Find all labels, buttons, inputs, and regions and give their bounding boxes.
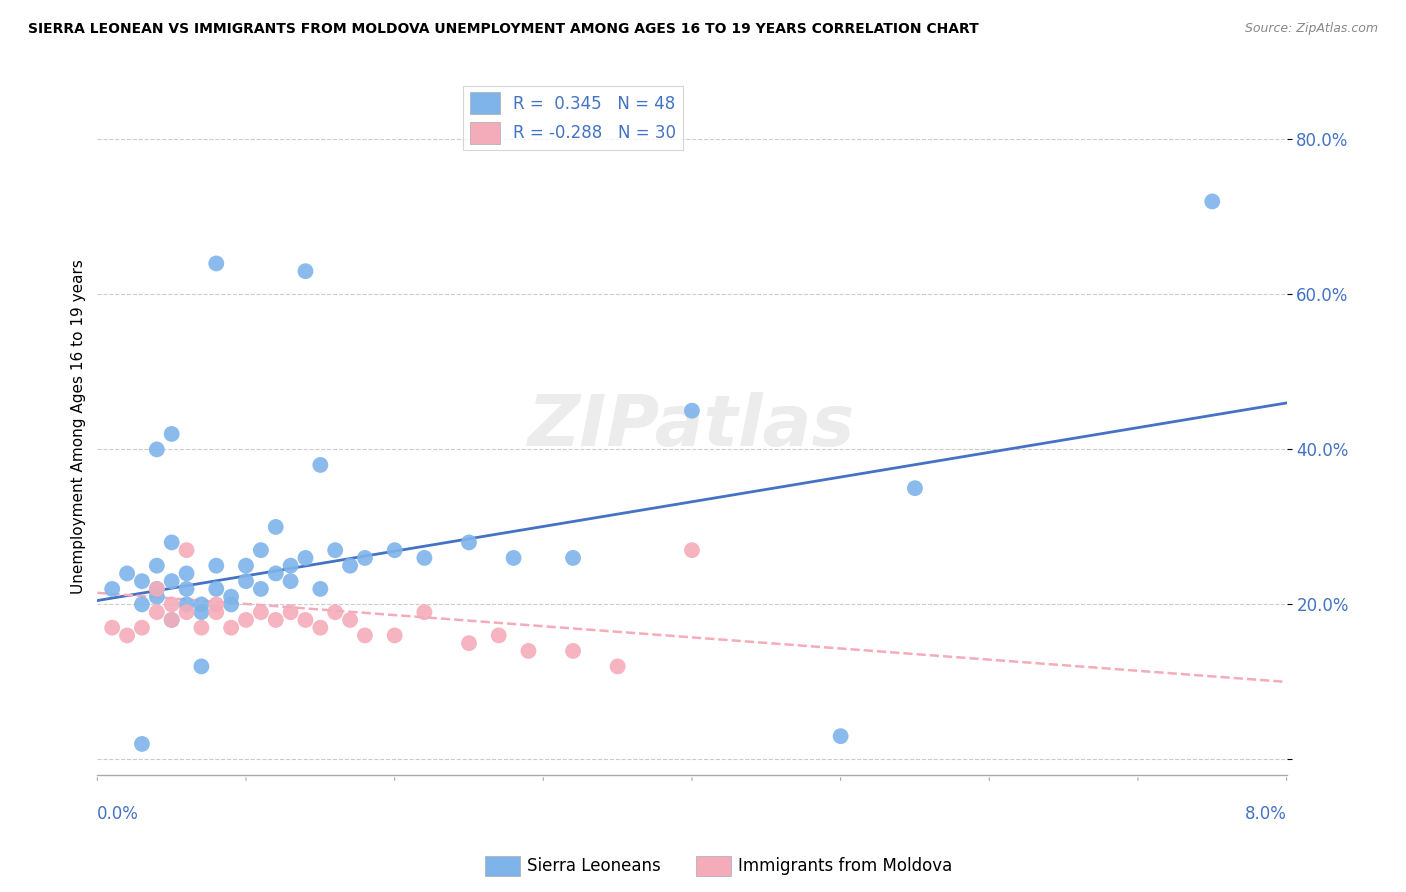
Point xyxy=(250,582,273,596)
Point xyxy=(606,659,628,673)
Point xyxy=(354,550,377,565)
Point xyxy=(1201,194,1223,209)
Point xyxy=(190,659,212,673)
Point xyxy=(219,598,242,612)
Point xyxy=(176,605,198,619)
Point xyxy=(219,590,242,604)
Point xyxy=(250,543,273,558)
Text: ZIPatlas: ZIPatlas xyxy=(529,392,856,460)
Text: Sierra Leoneans: Sierra Leoneans xyxy=(527,857,661,875)
Point xyxy=(384,543,406,558)
Point xyxy=(146,442,169,457)
Point xyxy=(176,543,198,558)
Point xyxy=(904,481,927,495)
Text: Immigrants from Moldova: Immigrants from Moldova xyxy=(738,857,952,875)
Point xyxy=(131,598,153,612)
Point xyxy=(502,550,524,565)
Point xyxy=(190,605,212,619)
Point xyxy=(235,574,257,589)
Point xyxy=(309,458,332,472)
Point xyxy=(681,403,703,417)
Point xyxy=(280,574,302,589)
Point xyxy=(830,729,852,743)
Point xyxy=(309,582,332,596)
Point xyxy=(146,582,169,596)
Point xyxy=(205,558,228,573)
Point xyxy=(354,628,377,642)
Point xyxy=(517,644,540,658)
Text: 8.0%: 8.0% xyxy=(1244,805,1286,823)
Point xyxy=(280,605,302,619)
Point xyxy=(264,520,287,534)
Point xyxy=(160,535,183,549)
Text: 0.0%: 0.0% xyxy=(97,805,139,823)
Point xyxy=(176,598,198,612)
Point xyxy=(280,558,302,573)
Point xyxy=(160,426,183,441)
Point xyxy=(176,582,198,596)
Point xyxy=(205,256,228,270)
Point xyxy=(323,605,346,619)
Point xyxy=(101,582,124,596)
Point xyxy=(235,558,257,573)
Point xyxy=(250,605,273,619)
Point xyxy=(488,628,510,642)
Point xyxy=(131,737,153,751)
Y-axis label: Unemployment Among Ages 16 to 19 years: Unemployment Among Ages 16 to 19 years xyxy=(72,259,86,593)
Point xyxy=(339,613,361,627)
Point xyxy=(131,574,153,589)
Point xyxy=(131,621,153,635)
Point xyxy=(219,621,242,635)
Point xyxy=(190,598,212,612)
Point xyxy=(205,598,228,612)
Point xyxy=(146,582,169,596)
Point xyxy=(176,566,198,581)
Point xyxy=(294,264,316,278)
Point xyxy=(264,613,287,627)
Text: Source: ZipAtlas.com: Source: ZipAtlas.com xyxy=(1244,22,1378,36)
Point xyxy=(101,621,124,635)
Point xyxy=(413,605,436,619)
Point xyxy=(413,550,436,565)
Legend: R =  0.345   N = 48, R = -0.288   N = 30: R = 0.345 N = 48, R = -0.288 N = 30 xyxy=(463,86,683,150)
Point xyxy=(146,590,169,604)
Point xyxy=(160,613,183,627)
Point xyxy=(458,636,481,650)
Point xyxy=(115,566,138,581)
Point xyxy=(264,566,287,581)
Point xyxy=(115,628,138,642)
Point xyxy=(146,605,169,619)
Point xyxy=(160,574,183,589)
Point xyxy=(146,558,169,573)
Point xyxy=(294,613,316,627)
Point xyxy=(190,621,212,635)
Point xyxy=(309,621,332,635)
Point xyxy=(323,543,346,558)
Point xyxy=(205,582,228,596)
Point xyxy=(384,628,406,642)
Point xyxy=(160,613,183,627)
Point xyxy=(339,558,361,573)
Text: SIERRA LEONEAN VS IMMIGRANTS FROM MOLDOVA UNEMPLOYMENT AMONG AGES 16 TO 19 YEARS: SIERRA LEONEAN VS IMMIGRANTS FROM MOLDOV… xyxy=(28,22,979,37)
Point xyxy=(681,543,703,558)
Point xyxy=(235,613,257,627)
Point xyxy=(205,605,228,619)
Point xyxy=(294,550,316,565)
Point xyxy=(562,550,585,565)
Point xyxy=(562,644,585,658)
Point xyxy=(160,598,183,612)
Point xyxy=(458,535,481,549)
